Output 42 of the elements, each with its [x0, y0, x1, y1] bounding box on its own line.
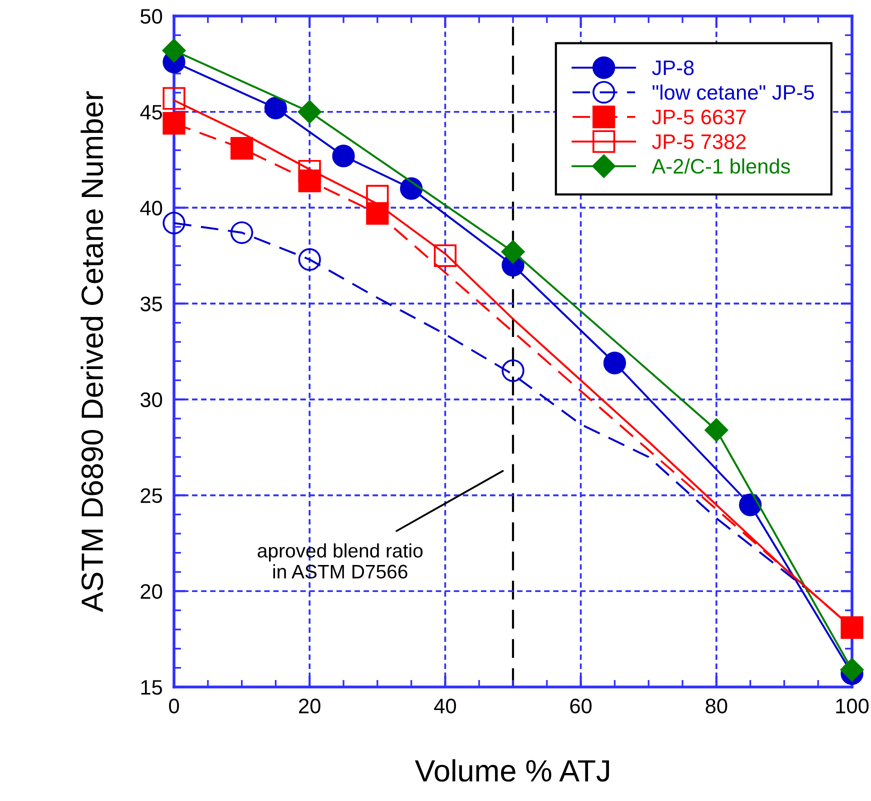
y-axis-title: ASTM D6890 Derived Cetane Number: [80, 91, 104, 612]
point: [298, 160, 321, 183]
point: [230, 136, 254, 160]
point: [366, 184, 389, 208]
point: [332, 144, 355, 168]
point: [162, 38, 186, 62]
point: [840, 616, 864, 639]
point: [162, 112, 186, 135]
x-tick-label: 40: [434, 698, 456, 714]
point: [502, 359, 524, 382]
annotation: aproved blend ratio in ASTM D7566: [258, 543, 423, 579]
legend-label: JP-5 6637: [652, 110, 746, 124]
point: [840, 658, 864, 682]
point: [298, 248, 321, 271]
point: [162, 87, 186, 110]
x-tick-label: 100: [836, 698, 869, 714]
point: [434, 244, 457, 267]
point: [738, 494, 762, 516]
legend-label: A-2/C-1 blends: [652, 158, 790, 174]
y-tick-label: 50: [140, 9, 162, 24]
point: [230, 221, 254, 244]
point: [704, 418, 728, 442]
x-tick-label: 0: [169, 698, 179, 714]
legend-label: "low cetane" JP-5: [652, 84, 814, 100]
point: [264, 96, 288, 120]
legend-label: JP-8: [652, 60, 694, 76]
point: [162, 212, 186, 234]
x-tick-label: 60: [570, 698, 592, 714]
x-tick-label: 80: [706, 698, 728, 714]
y-tick-label: 25: [140, 488, 162, 504]
x-tick-label: 20: [299, 698, 320, 714]
y-tick-label: 35: [140, 296, 162, 312]
y-tick-label: 45: [140, 105, 162, 120]
y-tick-label: 15: [141, 680, 162, 695]
point: [501, 240, 525, 264]
point: [298, 100, 322, 124]
y-tick-label: 20: [140, 584, 162, 599]
point: [603, 352, 626, 374]
y-tick-label: 30: [140, 392, 162, 408]
legend-label: JP-5 7382: [652, 134, 746, 150]
x-axis-title: Volume % ATJ: [414, 759, 609, 782]
y-tick-label: 40: [140, 200, 162, 216]
